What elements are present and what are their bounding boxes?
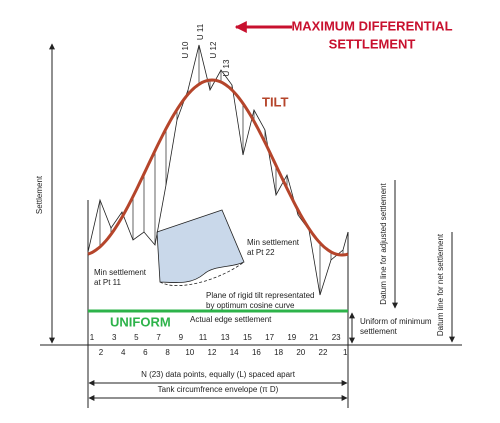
cosine-curve [87, 78, 349, 257]
point-number: 8 [165, 348, 170, 357]
point-number: 19 [287, 333, 296, 342]
plane-label: by optimum cosine curve [206, 301, 295, 310]
point-number: 1 [90, 333, 95, 342]
point-number: 13 [221, 333, 230, 342]
point-number: 1 [343, 348, 348, 357]
point-number: 11 [199, 333, 208, 342]
tilt-label: TILT [262, 94, 289, 109]
plane-edge [159, 261, 245, 286]
point-number: 3 [112, 333, 117, 342]
u-label: U 10 [181, 41, 190, 58]
point-number: 20 [296, 348, 305, 357]
point-number: 2 [99, 348, 104, 357]
settlement-label: Settlement [35, 175, 44, 214]
u-label: U 13 [222, 59, 231, 76]
point-number: 21 [310, 333, 319, 342]
uniform-min-label: settlement [360, 327, 398, 336]
title-line: MAXIMUM DIFFERENTIAL [291, 18, 452, 33]
point-number: 17 [265, 333, 274, 342]
n-points-label: N (23) data points, equally (L) spaced a… [141, 370, 296, 379]
point-number: 7 [156, 333, 161, 342]
datum-net-label: Datum line for net settlement [436, 233, 445, 336]
point-number: 22 [319, 348, 328, 357]
point-number: 14 [230, 348, 239, 357]
min-pt22: at Pt 22 [247, 248, 275, 257]
rigid-plane [156, 209, 245, 284]
point-number: 6 [143, 348, 148, 357]
point-number: 23 [332, 333, 341, 342]
uniform-label: UNIFORM [110, 314, 171, 329]
point-number: 5 [134, 333, 139, 342]
point-number: 15 [243, 333, 252, 342]
envelope-label: Tank circumfrence envelope (π D) [158, 385, 279, 394]
title: MAXIMUM DIFFERENTIAL SETTLEMENT [234, 18, 453, 51]
uniform-min-label: Uniform of minimum [360, 317, 432, 326]
point-number: 18 [274, 348, 283, 357]
min-pt11: Min settlement [94, 268, 147, 277]
point-number: 10 [185, 348, 194, 357]
point-number: 9 [179, 333, 184, 342]
datum-adjusted-label: Datum line for adjusted settlement [379, 183, 388, 305]
u-label: U 12 [209, 41, 218, 58]
point-number: 4 [121, 348, 126, 357]
title-line: SETTLEMENT [329, 36, 416, 51]
u-label: U 11 [196, 23, 205, 40]
edge-label: Actual edge settlement [190, 315, 272, 324]
point-number: 12 [208, 348, 217, 357]
plane-label: Plane of rigid tilt representated [206, 291, 315, 300]
point-number: 16 [252, 348, 261, 357]
min-pt22: Min settlement [247, 238, 300, 247]
min-pt11: at Pt 11 [94, 278, 122, 287]
